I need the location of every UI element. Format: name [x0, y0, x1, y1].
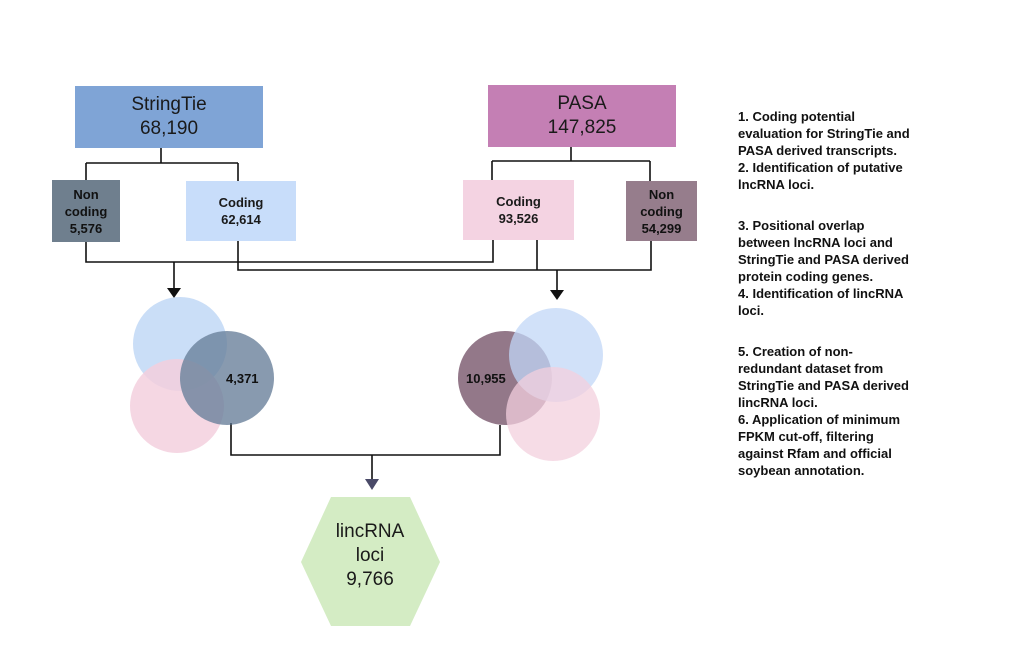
left-noncoding-box: Non coding 5,576	[52, 180, 120, 242]
pasa-split-connector	[491, 147, 651, 181]
left-coding-box: Coding 62,614	[186, 181, 296, 241]
left-merge-connector	[85, 240, 494, 292]
pasa-box: PASA 147,825	[488, 85, 676, 147]
venn-left	[130, 297, 274, 453]
left-noncoding-count: 5,576	[69, 220, 103, 236]
venn-left-dark-circle	[180, 331, 274, 425]
venn-right-value: 10,955	[466, 371, 506, 386]
venn-left-value: 4,371	[226, 371, 259, 386]
result-label: lincRNA loci 9,766	[300, 520, 440, 592]
stringtie-box: StringTie 68,190	[75, 86, 263, 148]
arrowhead-right	[550, 290, 564, 300]
right-noncoding-count: 54,299	[641, 220, 682, 236]
notes-block-3: 5. Creation of non- redundant dataset fr…	[738, 344, 909, 478]
notes-block-2: 3. Positional overlap between lncRNA loc…	[738, 218, 909, 318]
pasa-count: 147,825	[547, 117, 617, 138]
result-line2: loci	[355, 545, 385, 566]
notes-block-1: 1. Coding potential evaluation for Strin…	[738, 109, 910, 192]
result-hexagon	[301, 497, 440, 626]
right-coding-label: Coding	[496, 194, 541, 209]
right-noncoding-box: Non coding 54,299	[626, 181, 697, 241]
stringtie-split-connector	[85, 148, 239, 181]
right-noncoding-line2: coding	[640, 203, 683, 219]
right-merge-connector	[237, 240, 652, 296]
steps-notes: 1. Coding potential evaluation for Strin…	[738, 108, 958, 503]
result-count: 9,766	[346, 569, 394, 590]
left-coding-label: Coding	[218, 195, 264, 210]
right-coding-box: Coding 93,526	[463, 180, 574, 240]
right-coding-count: 93,526	[498, 211, 539, 226]
stringtie-name: StringTie	[131, 94, 207, 115]
venn-right	[458, 308, 603, 461]
stringtie-count: 68,190	[139, 118, 199, 139]
pasa-name: PASA	[557, 93, 607, 114]
arrowhead-left	[167, 288, 181, 298]
venn-right-pink-circle	[506, 367, 600, 461]
left-coding-count: 62,614	[221, 212, 261, 227]
left-noncoding-line1: Non	[73, 186, 99, 202]
result-line1: lincRNA	[335, 521, 405, 542]
bottom-merge-connector	[230, 423, 501, 484]
arrowhead-bottom	[365, 479, 379, 490]
right-noncoding-line1: Non	[648, 186, 675, 202]
left-noncoding-line2: coding	[64, 203, 108, 219]
